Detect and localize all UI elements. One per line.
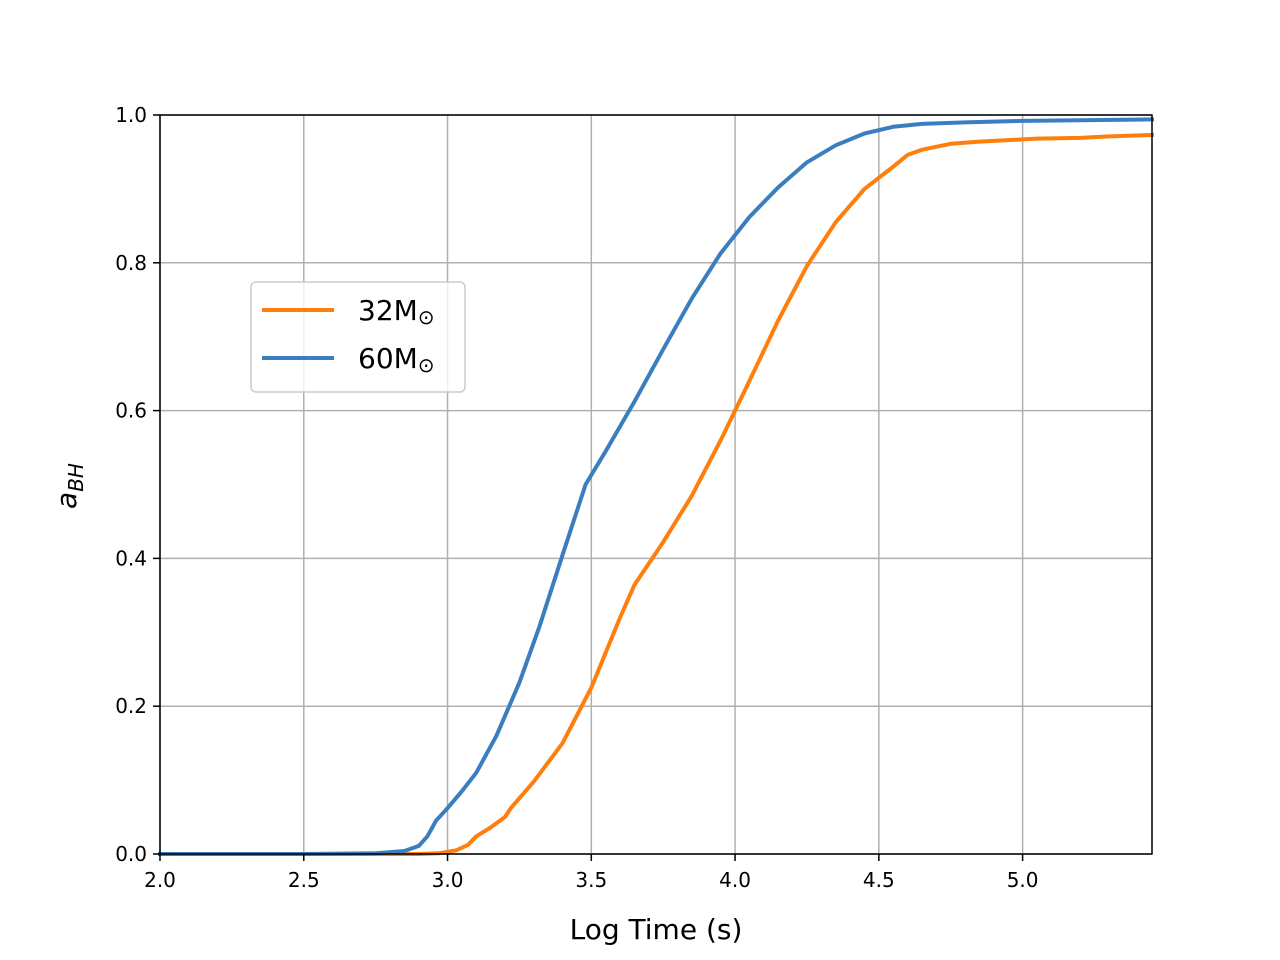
grid <box>159 114 1152 855</box>
legend-label-32: 32M⊙ <box>358 294 435 329</box>
y-tick-label: 0.2 <box>115 694 147 718</box>
x-axis-label: Log Time (s) <box>570 913 743 946</box>
x-tick-label: 5.0 <box>1007 868 1039 892</box>
y-tick-label: 0.4 <box>115 546 147 570</box>
legend-label-60-main: 60M <box>358 342 418 375</box>
ticks: 2.0 2.5 3.0 3.5 4.0 4.5 5.0 0.0 0.2 0.4 0.6 0.8 1.0 <box>115 103 1038 892</box>
plot-frame <box>159 114 1153 855</box>
legend-label-60-sym: ⊙ <box>418 353 435 377</box>
series-lines <box>158 117 1155 856</box>
y-tick-label: 0.0 <box>115 842 147 866</box>
y-tick-label: 0.6 <box>115 399 147 423</box>
x-tick-label: 3.5 <box>575 868 607 892</box>
legend-label-32-sym: ⊙ <box>418 305 435 329</box>
y-axis-label: aBH <box>50 463 88 509</box>
x-tick-label: 2.0 <box>144 868 176 892</box>
y-tick-label: 1.0 <box>115 103 147 127</box>
series-line-32m <box>158 132 1155 856</box>
y-axis-label-sub: BH <box>64 463 88 492</box>
series-line-60m <box>158 117 1155 856</box>
legend-label-60: 60M⊙ <box>358 342 435 377</box>
x-tick-label: 2.5 <box>288 868 320 892</box>
x-tick-label: 3.0 <box>432 868 464 892</box>
legend: 32M⊙ 60M⊙ <box>250 281 466 393</box>
x-tick-label: 4.0 <box>719 868 751 892</box>
legend-label-32-main: 32M <box>358 294 418 327</box>
x-tick-label: 4.5 <box>863 868 895 892</box>
y-axis-label-main: a <box>50 492 83 509</box>
y-tick-label: 0.8 <box>115 251 147 275</box>
